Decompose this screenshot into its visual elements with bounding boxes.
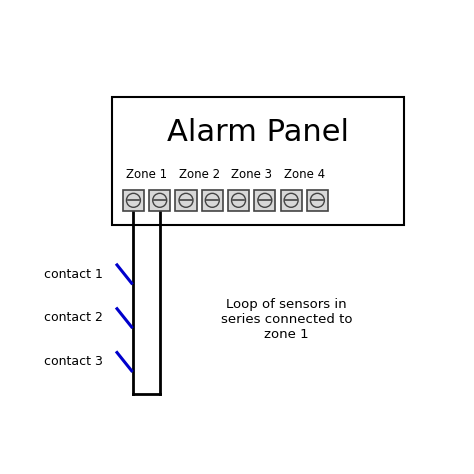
Circle shape <box>310 193 324 207</box>
Bar <box>228 190 249 211</box>
Bar <box>175 190 197 211</box>
Circle shape <box>258 193 272 207</box>
Text: Zone 4: Zone 4 <box>283 168 325 181</box>
Circle shape <box>284 193 298 207</box>
Text: contact 2: contact 2 <box>44 311 102 324</box>
Text: Zone 1: Zone 1 <box>126 168 167 181</box>
Bar <box>149 190 170 211</box>
Text: Zone 3: Zone 3 <box>231 168 272 181</box>
Bar <box>307 190 328 211</box>
Bar <box>201 190 223 211</box>
Circle shape <box>153 193 167 207</box>
Text: contact 3: contact 3 <box>44 355 102 368</box>
Circle shape <box>179 193 193 207</box>
Text: Alarm Panel: Alarm Panel <box>166 118 348 147</box>
Text: Zone 2: Zone 2 <box>179 168 219 181</box>
Bar <box>281 190 301 211</box>
Text: Loop of sensors in
series connected to
zone 1: Loop of sensors in series connected to z… <box>221 298 353 341</box>
Circle shape <box>205 193 219 207</box>
Text: contact 1: contact 1 <box>44 267 102 281</box>
Circle shape <box>232 193 246 207</box>
Bar <box>254 190 275 211</box>
Bar <box>111 97 403 225</box>
Bar <box>123 190 144 211</box>
Circle shape <box>127 193 140 207</box>
